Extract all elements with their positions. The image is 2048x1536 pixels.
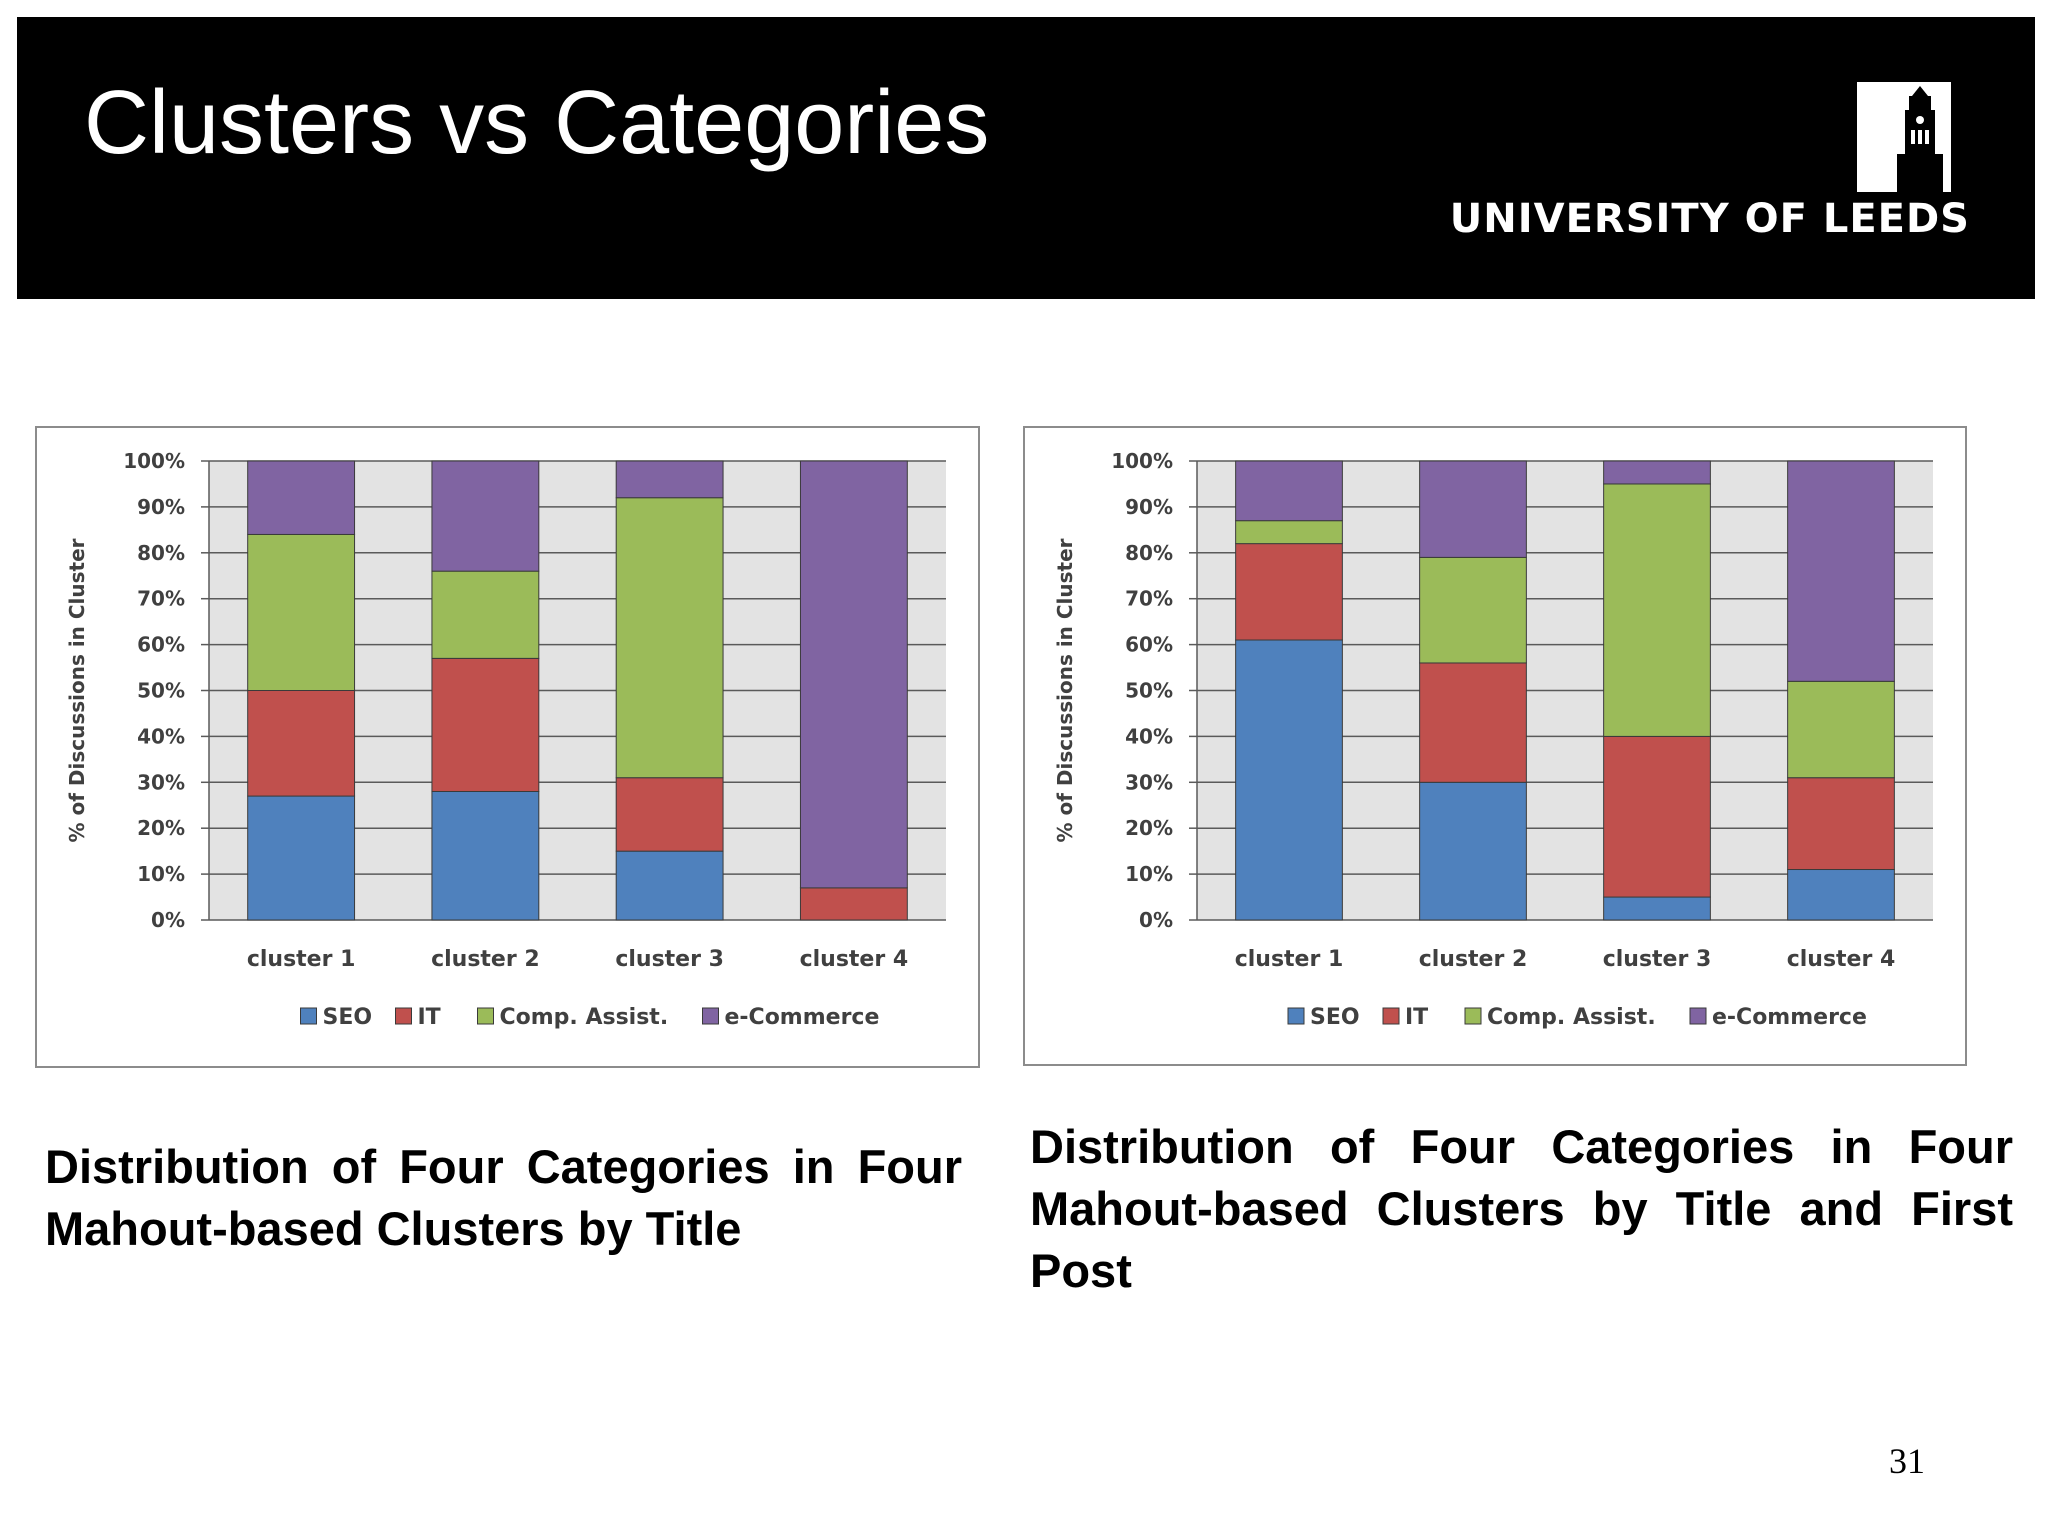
y-tick-label: 70%: [137, 587, 185, 611]
bar-segment-e-commerce-cluster-4: [1787, 460, 1895, 682]
legend-swatch-e-commerce: [702, 1007, 719, 1025]
bar-segment-e-commerce-cluster-3: [1603, 460, 1711, 485]
x-tick-label: cluster 1: [247, 947, 356, 972]
slide-title: Clusters vs Categories: [84, 73, 990, 173]
chart-caption-title: Distribution of Four Categories in Four …: [45, 1140, 962, 1255]
bar-segment-comp-assist-cluster-4: [1787, 680, 1895, 779]
y-tick-label: 0%: [1139, 908, 1173, 932]
y-tick-label: 30%: [1125, 770, 1173, 794]
legend-swatch-e-commerce: [1689, 1007, 1707, 1025]
bar-segment-comp-assist-cluster-3: [615, 497, 724, 779]
bar-segment-e-commerce-cluster-2: [1419, 460, 1527, 558]
legend-label-seo: SEO: [1310, 1005, 1360, 1030]
y-tick-label: 40%: [137, 724, 185, 748]
y-tick-label: 0%: [151, 908, 185, 932]
page-number: 31: [1889, 1441, 1925, 1481]
x-tick-label: cluster 3: [1603, 947, 1712, 972]
legend-swatch-it: [395, 1007, 412, 1025]
legend-label-comp-assist: Comp. Assist.: [1487, 1005, 1656, 1030]
x-tick-label: cluster 1: [1235, 947, 1344, 972]
bar-segment-seo-cluster-1: [1235, 639, 1343, 921]
y-tick-label: 80%: [137, 541, 185, 565]
chart-caption-title-and-first-post: Distribution of Four Categories in Four …: [1030, 1120, 2013, 1297]
y-tick-label: 90%: [1125, 495, 1173, 519]
bar-segment-e-commerce-cluster-4: [799, 460, 908, 889]
legend-swatch-seo: [300, 1007, 317, 1025]
y-tick-label: 80%: [1125, 541, 1173, 565]
bar-segment-e-commerce-cluster-1: [247, 460, 356, 535]
y-tick-label: 40%: [1125, 724, 1173, 748]
bar-segment-seo-cluster-3: [1603, 896, 1711, 921]
legend-label-e-commerce: e-Commerce: [1712, 1005, 1867, 1030]
y-axis-label: % of Discussions in Cluster: [1053, 538, 1077, 842]
stacked-bar-chart-title: 0% 10% 20% 30% 40% 50% 60% 70% 80% 90% 100% % of Di…: [65, 449, 946, 1030]
chart-panel-title-and-first-post: 0% 10% 20% 30% 40% 50% 60% 70% 80% 90% 100% % of Di…: [1023, 426, 1967, 1066]
x-tick-label: cluster 4: [800, 947, 909, 972]
bar-segment-it-cluster-3: [1603, 735, 1711, 898]
bar-segment-it-cluster-1: [1235, 543, 1343, 641]
legend-swatch-it: [1382, 1007, 1400, 1025]
bar-segment-comp-assist-cluster-3: [1603, 483, 1711, 737]
bar-segment-it-cluster-2: [1419, 662, 1527, 783]
x-tick-label: cluster 2: [1419, 947, 1528, 972]
legend-swatch-seo: [1287, 1007, 1305, 1025]
legend-label-it: IT: [1405, 1005, 1428, 1030]
chart-panel-title: 0% 10% 20% 30% 40% 50% 60% 70% 80% 90% 100% % of Di…: [35, 426, 980, 1068]
university-logo-text: UNIVERSITY OF LEEDS: [1449, 196, 1970, 242]
bar-segment-seo-cluster-4: [1787, 869, 1895, 921]
x-tick-label: cluster 3: [615, 947, 724, 972]
y-tick-label: 50%: [1125, 679, 1173, 703]
bar-segment-it-cluster-3: [615, 777, 724, 852]
legend-label-e-commerce: e-Commerce: [725, 1005, 880, 1030]
university-tower-logo-icon: [1857, 82, 1951, 192]
y-tick-label: 100%: [1111, 449, 1173, 473]
bar-segment-it-cluster-4: [1787, 777, 1895, 871]
bar-segment-comp-assist-cluster-1: [247, 533, 356, 691]
y-tick-label: 70%: [1125, 587, 1173, 611]
bar-segment-e-commerce-cluster-3: [615, 460, 724, 499]
bar-segment-it-cluster-4: [799, 887, 908, 921]
bar-segment-comp-assist-cluster-2: [431, 570, 540, 659]
x-tick-label: cluster 4: [1787, 947, 1896, 972]
bar-segment-seo-cluster-3: [615, 850, 724, 921]
bar-segment-seo-cluster-2: [1419, 781, 1527, 921]
slide-header: [17, 17, 2035, 299]
y-tick-label: 20%: [1125, 816, 1173, 840]
x-tick-label: cluster 2: [431, 947, 540, 972]
y-tick-label: 10%: [137, 862, 185, 886]
bar-segment-seo-cluster-2: [431, 790, 540, 921]
bar-segment-it-cluster-2: [431, 657, 540, 792]
legend-label-seo: SEO: [323, 1005, 373, 1030]
y-tick-label: 30%: [137, 770, 185, 794]
y-tick-label: 20%: [137, 816, 185, 840]
y-tick-label: 50%: [137, 679, 185, 703]
legend-swatch-comp-assist: [1464, 1007, 1482, 1025]
y-tick-label: 90%: [137, 495, 185, 519]
y-tick-label: 10%: [1125, 862, 1173, 886]
bar-segment-comp-assist-cluster-2: [1419, 556, 1527, 664]
bar-segment-e-commerce-cluster-2: [431, 460, 540, 572]
y-tick-label: 60%: [1125, 633, 1173, 657]
legend-label-comp-assist: Comp. Assist.: [500, 1005, 669, 1030]
bar-segment-it-cluster-1: [247, 690, 356, 797]
y-tick-label: 60%: [137, 633, 185, 657]
legend-label-it: IT: [418, 1005, 441, 1030]
y-tick-label: 100%: [123, 449, 185, 473]
bar-segment-seo-cluster-1: [247, 795, 356, 921]
legend-swatch-comp-assist: [477, 1007, 494, 1025]
y-axis-label: % of Discussions in Cluster: [65, 538, 89, 842]
stacked-bar-chart-title-and-first-post: 0% 10% 20% 30% 40% 50% 60% 70% 80% 90% 100% % of Di…: [1053, 449, 1933, 1030]
bar-segment-comp-assist-cluster-1: [1235, 520, 1343, 545]
bar-segment-e-commerce-cluster-1: [1235, 460, 1343, 522]
